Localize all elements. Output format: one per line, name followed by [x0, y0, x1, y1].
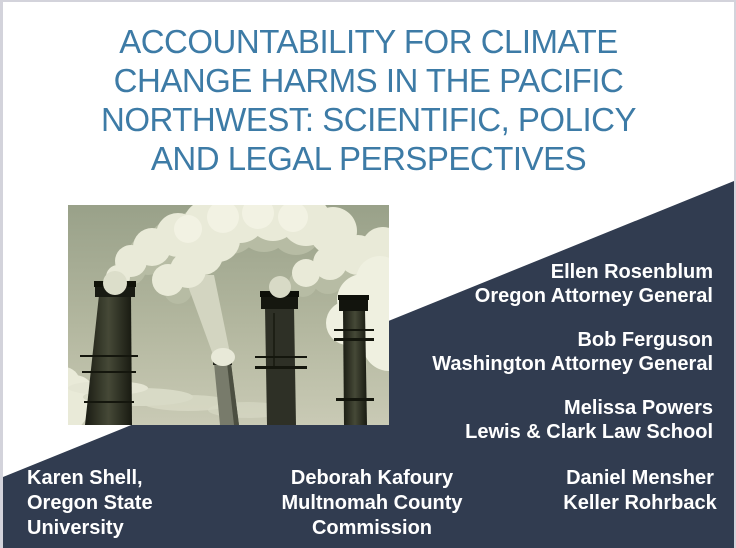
speaker-entry: Ellen Rosenblum Oregon Attorney General: [432, 260, 713, 308]
title-line-3: NORTHWEST: SCIENTIFIC, POLICY: [101, 101, 636, 138]
chimney-middle: [255, 291, 307, 425]
speaker-column-right: Daniel Mensher Keller Rohrback: [540, 466, 734, 516]
speaker-line: University: [27, 517, 124, 539]
speaker-line: Multnomah County: [281, 492, 463, 514]
speaker-name: Melissa Powers: [564, 397, 713, 419]
speaker-column-left: Karen Shell, Oregon State University: [27, 466, 153, 541]
speakers-right-list: Ellen Rosenblum Oregon Attorney General …: [432, 260, 713, 444]
slide-title: ACCOUNTABILITY FOR CLIMATE CHANGE HARMS …: [3, 22, 734, 178]
smoke-highlights: [174, 205, 308, 243]
cap-smoke-puffs: [103, 271, 291, 366]
speaker-affiliation: Washington Attorney General: [432, 353, 713, 375]
speaker-line: Karen Shell,: [27, 467, 143, 489]
title-line-4: AND LEGAL PERSPECTIVES: [150, 140, 587, 177]
speaker-name: Ellen Rosenblum: [550, 261, 713, 283]
smokestacks-image: [68, 205, 389, 425]
speaker-column-center: Deborah Kafoury Multnomah County Commiss…: [272, 466, 472, 541]
speaker-entry: Melissa Powers Lewis & Clark Law School: [432, 396, 713, 444]
speaker-affiliation: Oregon Attorney General: [474, 285, 713, 307]
speaker-line: Commission: [311, 517, 433, 539]
chimney-right: [334, 295, 374, 425]
speaker-line: Oregon State: [27, 492, 153, 514]
title-line-2: CHANGE HARMS IN THE PACIFIC: [113, 62, 624, 99]
speaker-entry: Bob Ferguson Washington Attorney General: [432, 328, 713, 376]
speaker-name: Bob Ferguson: [577, 329, 713, 351]
speaker-line: Daniel Mensher: [566, 467, 714, 489]
speaker-line: Deborah Kafoury: [290, 467, 454, 489]
smoke-column: [184, 275, 232, 363]
speaker-line: Keller Rohrback: [563, 492, 717, 514]
speaker-affiliation: Lewis & Clark Law School: [465, 421, 713, 443]
title-line-1: ACCOUNTABILITY FOR CLIMATE: [119, 23, 618, 60]
